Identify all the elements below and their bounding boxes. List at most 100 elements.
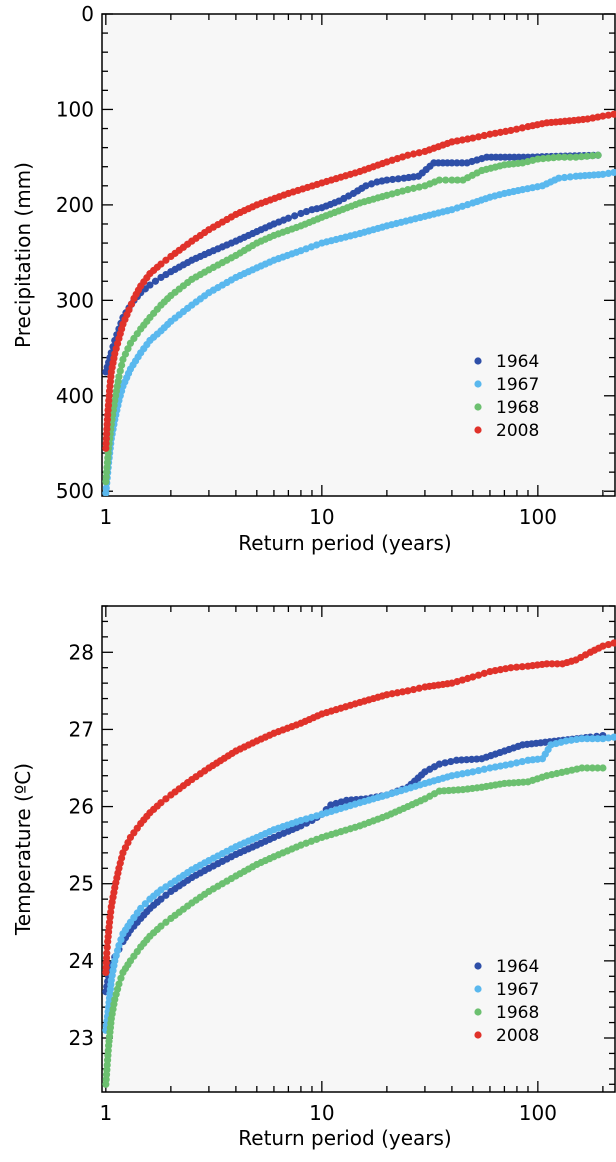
chart-0-point-1968: [409, 184, 418, 192]
chart-0-point-1968: [583, 152, 591, 160]
chart-0-point-1968: [577, 153, 586, 161]
chart-0-point-1964: [302, 207, 311, 216]
chart-0-point-1964: [394, 175, 402, 183]
chart-0-point-1964: [362, 182, 370, 190]
chart-1-plot-area: [101, 605, 616, 1093]
chart-1-point-1967: [594, 735, 602, 743]
chart-0-point-1967: [555, 174, 563, 182]
chart-1-legend-marker-1968: [474, 1008, 482, 1016]
chart-0-point-1968: [453, 176, 462, 184]
chart-1-x-axis-title: Return period (years): [238, 1126, 451, 1150]
chart-1-point-1967: [604, 734, 613, 742]
chart-0-legend-marker-1967: [474, 380, 482, 388]
chart-1-point-2008: [415, 684, 423, 692]
chart-0-point-1968: [549, 154, 558, 162]
chart-1-point-2008: [548, 660, 556, 668]
chart-1-legend-label-1964: 1964: [496, 957, 539, 977]
chart-1-point-2008: [543, 660, 551, 668]
chart-1-point-1967: [137, 904, 145, 913]
chart-0-point-2008: [610, 110, 616, 118]
chart-1-point-1967: [518, 757, 526, 766]
chart-0-point-2008: [127, 300, 136, 308]
chart-1-point-1968: [588, 764, 597, 772]
chart-0-legend: 1964 1967 1968 2008: [474, 352, 539, 441]
chart-1-point-1968: [117, 974, 125, 982]
chart-1-point-1968: [599, 764, 607, 772]
chart-1-point-1964: [157, 895, 165, 903]
chart-1-legend-label-2008: 2008: [496, 1026, 539, 1046]
chart-0-point-1967: [610, 168, 616, 177]
chart-0-point-1964: [453, 159, 461, 167]
chart-1-point-1968: [594, 764, 602, 772]
chart-1-legend: 1964 1967 1968 2008: [474, 957, 539, 1046]
chart-0-point-1968: [119, 355, 127, 364]
chart-1-point-1964: [447, 757, 455, 766]
chart-0-point-1968: [539, 155, 547, 163]
chart-0-point-1964: [297, 209, 305, 218]
chart-0-point-1968: [118, 361, 126, 369]
chart-0-point-2008: [604, 111, 613, 119]
chart-0-point-1968: [435, 176, 443, 184]
chart-0-y-tick-label: 400: [56, 384, 94, 408]
chart-0-point-2008: [415, 149, 423, 157]
chart-0-x-tick-label: 1: [99, 505, 112, 529]
chart-0-legend-marker-2008: [474, 426, 482, 434]
chart-1-point-1967: [141, 900, 149, 908]
chart-0-point-1964: [284, 214, 292, 222]
chart-0-point-1964: [367, 180, 376, 188]
chart-0-point-1968: [448, 176, 456, 184]
chart-0-point-1968: [415, 183, 423, 191]
chart-1-legend-marker-1964: [474, 962, 482, 970]
chart-1-x-tick-label: 100: [519, 1101, 557, 1125]
chart-0-x-tick-label: 100: [519, 505, 557, 529]
chart-1-point-2008: [162, 795, 170, 803]
chart-0-point-1964: [388, 175, 397, 184]
chart-1-point-2008: [512, 663, 521, 671]
chart-1-point-2008: [409, 685, 418, 694]
chart-0-point-2008: [474, 133, 483, 141]
chart-0-x-axis-title: Return period (years): [238, 531, 451, 555]
chart-0-point-1968: [572, 153, 580, 161]
chart-1-point-1964: [162, 891, 170, 899]
chart-0-point-1964: [291, 212, 299, 220]
chart-0-point-1967: [604, 169, 613, 177]
chart-0-point-2008: [469, 134, 477, 142]
chart-0-point-1968: [544, 154, 552, 162]
chart-1-point-1964: [441, 759, 449, 767]
chart-1-y-tick-label: 23: [69, 1026, 94, 1050]
chart-0-legend-label-1964: 1964: [496, 352, 539, 372]
chart-0-point-1964: [458, 159, 466, 167]
chart-0-point-1968: [116, 367, 124, 375]
chart-1-y-tick-label: 25: [69, 872, 94, 896]
chart-0-point-2008: [409, 150, 418, 158]
chart-1-point-1968: [578, 764, 586, 772]
chart-0-point-1964: [448, 159, 456, 167]
chart-0-point-1968: [588, 152, 597, 160]
chart-1-point-1967: [573, 735, 581, 744]
chart-0-point-2008: [480, 131, 488, 140]
chart-0-y-tick-label: 300: [56, 288, 94, 312]
chart-1-point-2008: [480, 669, 488, 677]
chart-0-legend-label-2008: 2008: [496, 421, 539, 441]
chart-1-point-2008: [518, 663, 526, 671]
chart-0-point-2008: [404, 151, 412, 159]
chart-0-legend-label-1967: 1967: [496, 375, 539, 395]
chart-0-point-1968: [124, 345, 132, 353]
chart-0-legend-label-1968: 1968: [496, 398, 539, 418]
chart-1-point-1967: [599, 735, 607, 743]
chart-0-point-1968: [442, 176, 450, 184]
chart-1-y-tick-label: 26: [69, 795, 94, 819]
chart-1-legend-label-1968: 1968: [496, 1003, 539, 1023]
temperature-chart: 1 10 100 23 24 25 26 27 28 Return period (years) T…: [11, 605, 616, 1150]
chart-0-point-1964: [151, 277, 160, 285]
chart-1-point-1967: [115, 941, 123, 950]
chart-1-point-1967: [480, 765, 488, 773]
chart-1-point-1967: [507, 760, 515, 768]
chart-0-point-1968: [566, 153, 574, 161]
chart-1-point-1967: [474, 766, 483, 775]
chart-1-y-tick-label: 27: [69, 717, 94, 741]
chart-0-y-tick-label: 100: [56, 97, 94, 121]
chart-1-point-1967: [512, 759, 521, 767]
chart-1-point-2008: [610, 639, 616, 647]
chart-1-legend-marker-2008: [474, 1031, 482, 1039]
